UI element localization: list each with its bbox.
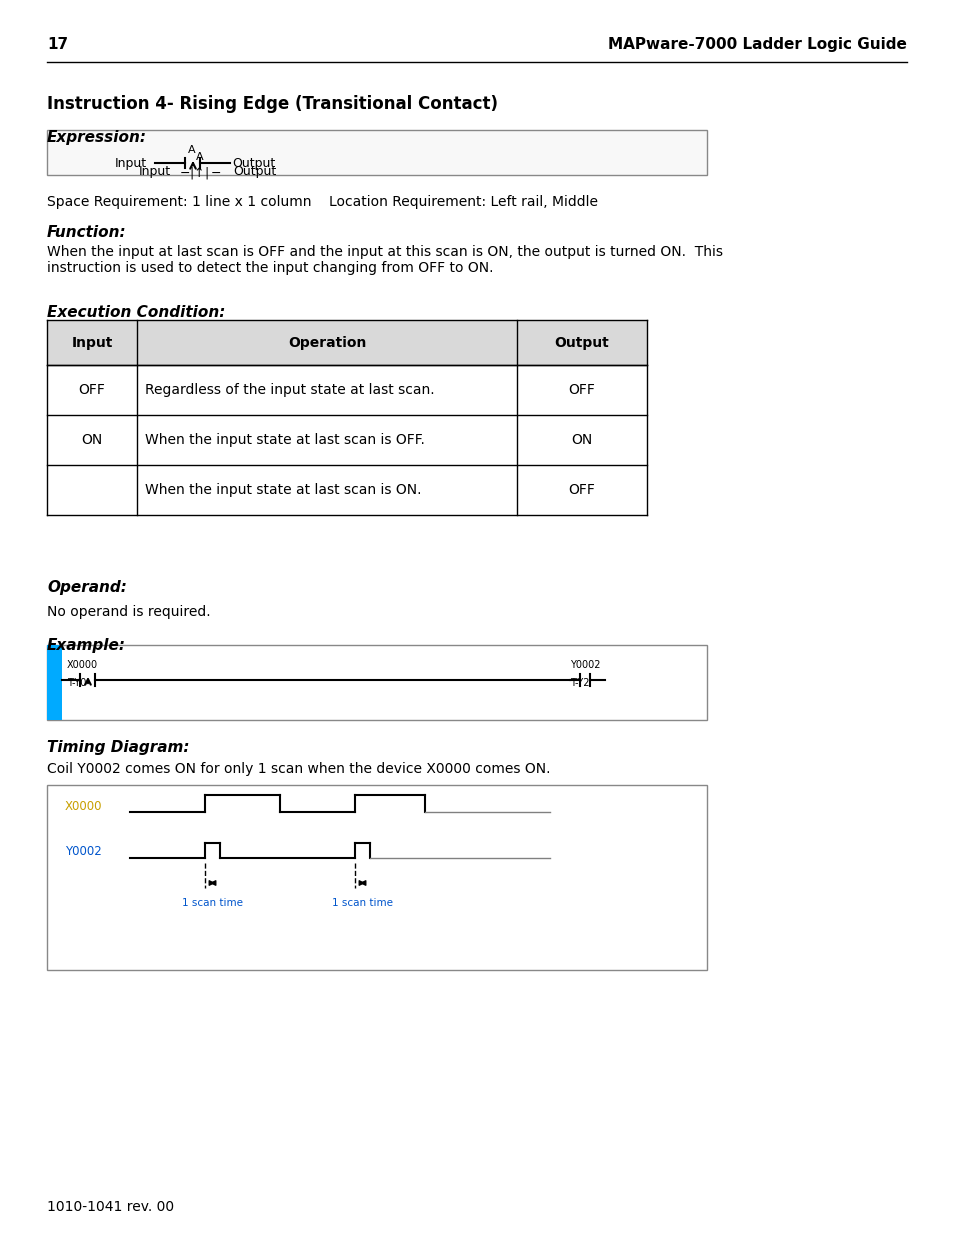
FancyBboxPatch shape (47, 645, 706, 720)
Text: Output: Output (232, 157, 275, 169)
Text: Instruction 4- Rising Edge (Transitional Contact): Instruction 4- Rising Edge (Transitional… (47, 95, 497, 112)
Text: Timing Diagram:: Timing Diagram: (47, 740, 190, 755)
Text: Example:: Example: (47, 638, 126, 653)
Text: Operation: Operation (288, 336, 366, 350)
Text: When the input state at last scan is OFF.: When the input state at last scan is OFF… (145, 433, 424, 447)
Text: OFF: OFF (568, 483, 595, 496)
Text: ON: ON (571, 433, 592, 447)
Text: Space Requirement: 1 line x 1 column    Location Requirement: Left rail, Middle: Space Requirement: 1 line x 1 column Loc… (47, 195, 598, 209)
Text: No operand is required.: No operand is required. (47, 605, 211, 619)
Text: Operand:: Operand: (47, 580, 127, 595)
Text: A: A (196, 152, 204, 162)
Text: Input: Input (139, 165, 171, 178)
Text: Input: Input (71, 336, 112, 350)
Text: Input: Input (115, 157, 147, 169)
Text: Regardless of the input state at last scan.: Regardless of the input state at last sc… (145, 383, 435, 396)
Text: $-|$↑$|-$: $-|$↑$|-$ (178, 165, 221, 182)
Text: Execution Condition:: Execution Condition: (47, 305, 225, 320)
Text: 1 scan time: 1 scan time (182, 898, 243, 908)
Bar (47, 645, 62, 720)
Bar (47, 320, 646, 366)
Text: T-Y2: T-Y2 (569, 678, 589, 688)
Text: Function:: Function: (47, 225, 127, 240)
Text: When the input state at last scan is ON.: When the input state at last scan is ON. (145, 483, 421, 496)
Text: A: A (188, 144, 195, 156)
Text: Output: Output (554, 336, 609, 350)
Text: Coil Y0002 comes ON for only 1 scan when the device X0000 comes ON.: Coil Y0002 comes ON for only 1 scan when… (47, 762, 550, 776)
Text: X0000: X0000 (65, 800, 102, 813)
Text: OFF: OFF (568, 383, 595, 396)
Text: Output: Output (233, 165, 276, 178)
Text: OFF: OFF (78, 383, 106, 396)
FancyBboxPatch shape (47, 130, 706, 175)
Text: ON: ON (81, 433, 103, 447)
Text: Y0002: Y0002 (65, 845, 102, 858)
Text: MAPware-7000 Ladder Logic Guide: MAPware-7000 Ladder Logic Guide (607, 37, 906, 52)
Text: X0000: X0000 (67, 659, 98, 671)
Text: Expression:: Expression: (47, 130, 147, 144)
Text: T-Y0: T-Y0 (67, 678, 87, 688)
Text: When the input at last scan is OFF and the input at this scan is ON, the output : When the input at last scan is OFF and t… (47, 245, 722, 275)
Text: 1010-1041 rev. 00: 1010-1041 rev. 00 (47, 1200, 174, 1214)
Text: 1 scan time: 1 scan time (332, 898, 393, 908)
Text: 17: 17 (47, 37, 68, 52)
FancyBboxPatch shape (47, 785, 706, 969)
Text: Y0002: Y0002 (569, 659, 599, 671)
